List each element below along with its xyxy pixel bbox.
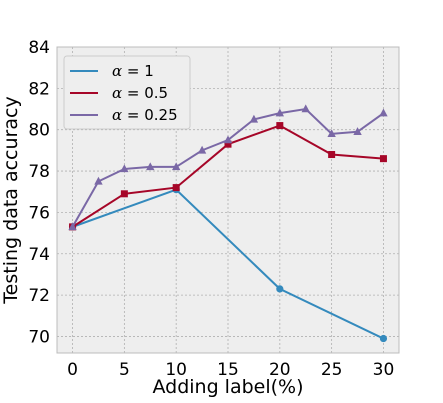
- data-point: [120, 164, 129, 173]
- x-tick-label: 15: [217, 360, 239, 380]
- y-tick-label: 76: [28, 203, 50, 223]
- data-point: [275, 108, 285, 117]
- data-point: [172, 184, 180, 192]
- data-point: [197, 145, 207, 154]
- y-tick-label: 80: [28, 121, 50, 141]
- data-point: [249, 114, 259, 123]
- y-tick-label: 72: [28, 286, 50, 306]
- data-point: [379, 108, 388, 117]
- data-point: [223, 135, 233, 144]
- plot-frame: [56, 46, 400, 354]
- legend: α = 1 α = 0.5 α = 0.25: [63, 55, 191, 130]
- legend-item: α = 0.25: [70, 106, 178, 124]
- legend-label: α = 1: [112, 62, 154, 80]
- y-tick-label: 70: [28, 327, 50, 347]
- y-tick-labels: 70 72 74 76 78 80 82 84: [28, 38, 50, 347]
- data-point: [379, 334, 388, 343]
- legend-label: α = 0.25: [112, 106, 178, 124]
- data-point: [327, 129, 336, 138]
- series-line: [72, 188, 384, 340]
- series-3: [68, 104, 388, 231]
- y-tick-label: 82: [28, 79, 50, 99]
- y-axis-label: Testing data accuracy: [0, 96, 22, 304]
- x-tick-label: 25: [321, 360, 343, 380]
- series-layer: [68, 104, 388, 343]
- y-tick-label: 84: [28, 38, 50, 58]
- x-tick-labels: 0 5 10 15 20 25 30: [67, 360, 394, 380]
- y-tick-label: 74: [28, 245, 50, 265]
- data-point: [379, 155, 387, 163]
- data-point: [276, 122, 284, 130]
- data-point: [68, 222, 77, 231]
- data-point: [171, 162, 181, 171]
- x-axis-label: Adding label(%): [152, 376, 303, 398]
- data-point: [353, 127, 362, 135]
- data-point: [328, 151, 336, 159]
- legend-label: α = 0.5: [112, 84, 168, 102]
- data-point: [120, 190, 128, 198]
- legend-item: α = 1: [70, 62, 154, 80]
- data-point: [146, 162, 155, 171]
- legend-box: [63, 55, 191, 130]
- x-tick-label: 10: [165, 360, 187, 380]
- x-tick-label: 20: [269, 360, 291, 380]
- x-tick-label: 30: [373, 360, 395, 380]
- legend-item: α = 0.5: [70, 84, 168, 102]
- x-tick-label: 5: [119, 360, 130, 380]
- data-point: [94, 176, 103, 185]
- data-point: [301, 104, 310, 113]
- x-tick-label: 0: [67, 360, 78, 380]
- data-point: [276, 285, 284, 293]
- y-tick-label: 78: [28, 162, 50, 182]
- data-point: [224, 140, 232, 148]
